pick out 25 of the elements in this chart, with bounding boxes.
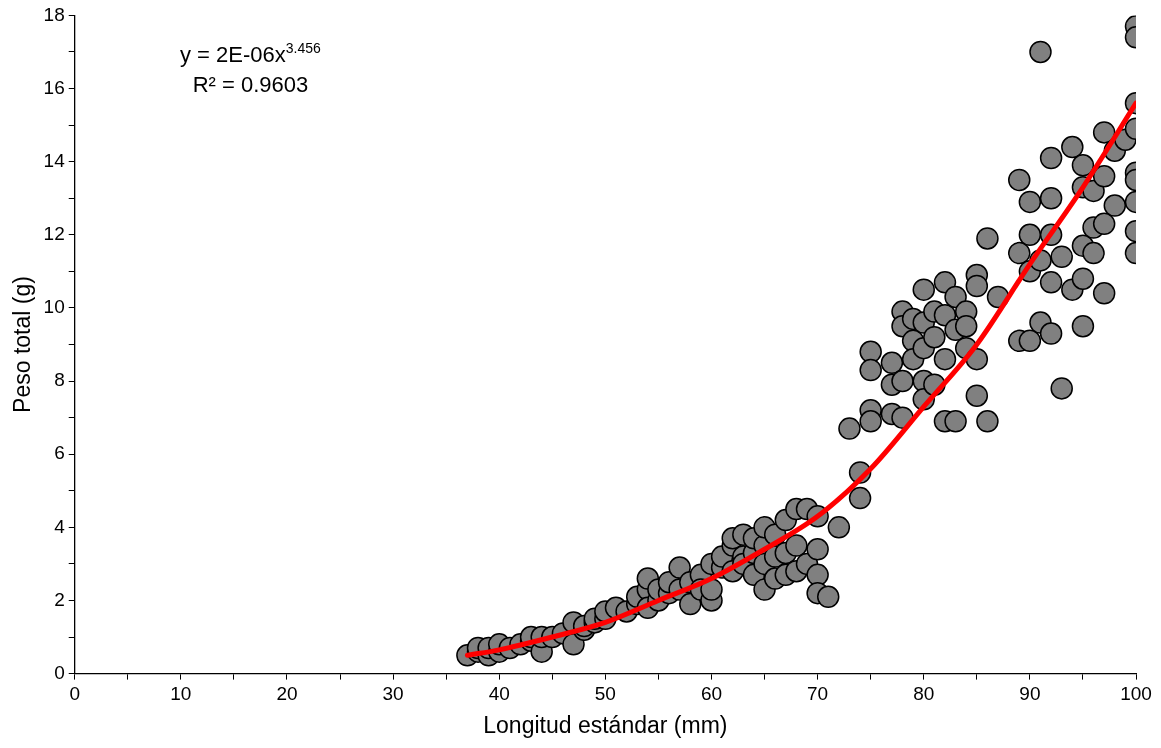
x-tick-label: 70 <box>807 683 829 705</box>
y-axis-title: Peso total (g) <box>9 276 36 413</box>
y-tick-label: 10 <box>43 296 65 318</box>
x-tick-label: 60 <box>700 683 723 705</box>
y-tick-label: 12 <box>43 223 65 245</box>
y-tick-label: 0 <box>54 661 65 683</box>
x-axis-title: Longitud estándar (mm) <box>483 711 728 738</box>
y-tick-label: 16 <box>43 76 65 98</box>
x-tick-label: 0 <box>69 683 81 705</box>
x-tick-label: 80 <box>913 683 935 705</box>
y-tick-label: 8 <box>54 369 65 391</box>
x-tick-label: 40 <box>488 683 510 705</box>
annotation: y = 2E-06x$^{3.456}$ <box>180 40 321 69</box>
x-tick-label: 30 <box>382 683 404 705</box>
x-tick-label: 10 <box>170 683 192 705</box>
y-tick-label: 6 <box>54 442 65 464</box>
y-tick-label: 2 <box>54 588 65 610</box>
annotation: R² = 0.9603 <box>191 71 310 99</box>
x-tick-label: 50 <box>594 683 616 705</box>
y-tick-label: 4 <box>54 515 66 537</box>
y-tick-label: 18 <box>43 3 65 25</box>
x-tick-label: 90 <box>1019 683 1041 705</box>
y-tick-label: 14 <box>43 149 66 171</box>
x-tick-label: 100 <box>1120 683 1152 705</box>
x-tick-label: 20 <box>276 683 298 705</box>
